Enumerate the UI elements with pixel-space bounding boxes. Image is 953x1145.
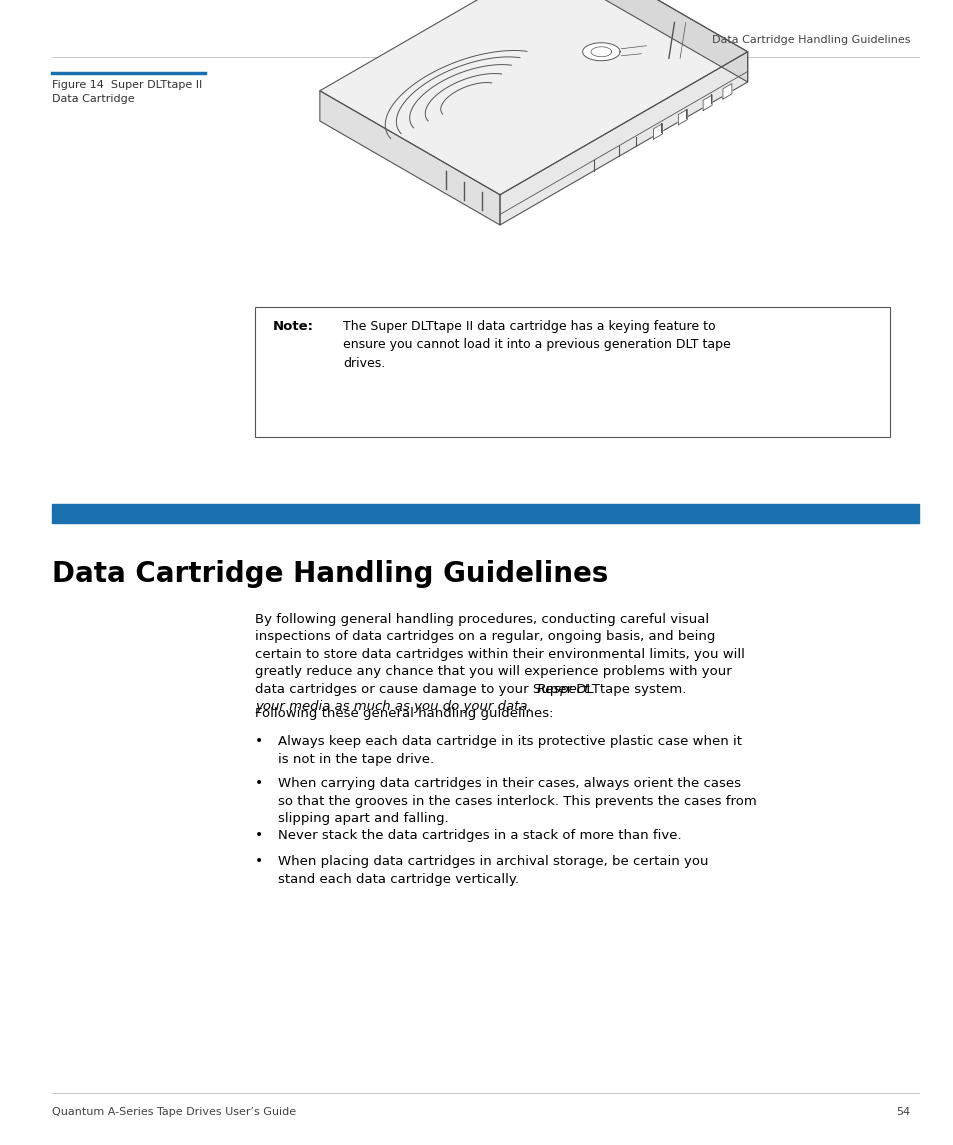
- Text: Quantum A-Series Tape Drives User’s Guide: Quantum A-Series Tape Drives User’s Guid…: [52, 1107, 295, 1118]
- Text: •: •: [254, 776, 263, 790]
- Text: •: •: [254, 734, 263, 748]
- Text: The Super DLTtape II data cartridge has a keying feature to
ensure you cannot lo: The Super DLTtape II data cartridge has …: [343, 319, 730, 370]
- Text: stand each data cartridge vertically.: stand each data cartridge vertically.: [277, 872, 518, 885]
- Text: certain to store data cartridges within their environmental limits, you will: certain to store data cartridges within …: [254, 648, 744, 661]
- Polygon shape: [319, 90, 499, 226]
- Polygon shape: [582, 42, 619, 61]
- FancyBboxPatch shape: [254, 307, 889, 437]
- Text: data cartridges or cause damage to your Super DLTtape system.: data cartridges or cause damage to your …: [254, 684, 690, 696]
- Polygon shape: [319, 0, 747, 195]
- Text: your media as much as you do your data.: your media as much as you do your data.: [254, 701, 531, 713]
- Text: Figure 14  Super DLTtape II
Data Cartridge: Figure 14 Super DLTtape II Data Cartridg…: [52, 80, 202, 104]
- Text: Data Cartridge Handling Guidelines: Data Cartridge Handling Guidelines: [711, 35, 909, 45]
- Text: inspections of data cartridges on a regular, ongoing basis, and being: inspections of data cartridges on a regu…: [254, 631, 715, 643]
- Text: Data Cartridge Handling Guidelines: Data Cartridge Handling Guidelines: [52, 560, 608, 589]
- Polygon shape: [702, 95, 711, 110]
- Text: When placing data cartridges in archival storage, be certain you: When placing data cartridges in archival…: [277, 855, 708, 868]
- Text: Note:: Note:: [273, 319, 314, 333]
- Text: is not in the tape drive.: is not in the tape drive.: [277, 752, 434, 766]
- Bar: [52, 504, 918, 523]
- Text: greatly reduce any chance that you will experience problems with your: greatly reduce any chance that you will …: [254, 665, 731, 679]
- Text: •: •: [254, 828, 263, 842]
- Text: •: •: [254, 854, 263, 868]
- Text: 54: 54: [895, 1107, 909, 1118]
- Text: slipping apart and falling.: slipping apart and falling.: [277, 812, 448, 826]
- Polygon shape: [653, 124, 662, 139]
- Text: so that the grooves in the cases interlock. This prevents the cases from: so that the grooves in the cases interlo…: [277, 795, 756, 807]
- Text: By following general handling procedures, conducting careful visual: By following general handling procedures…: [254, 613, 708, 626]
- Polygon shape: [678, 109, 686, 125]
- Text: Respect: Respect: [536, 684, 589, 696]
- Text: When carrying data cartridges in their cases, always orient the cases: When carrying data cartridges in their c…: [277, 777, 740, 790]
- Polygon shape: [722, 84, 731, 100]
- Text: Following these general handling guidelines:: Following these general handling guideli…: [254, 706, 553, 720]
- Text: Never stack the data cartridges in a stack of more than five.: Never stack the data cartridges in a sta…: [277, 829, 680, 842]
- Polygon shape: [567, 0, 747, 82]
- Text: Always keep each data cartridge in its protective plastic case when it: Always keep each data cartridge in its p…: [277, 735, 741, 748]
- Polygon shape: [499, 52, 747, 226]
